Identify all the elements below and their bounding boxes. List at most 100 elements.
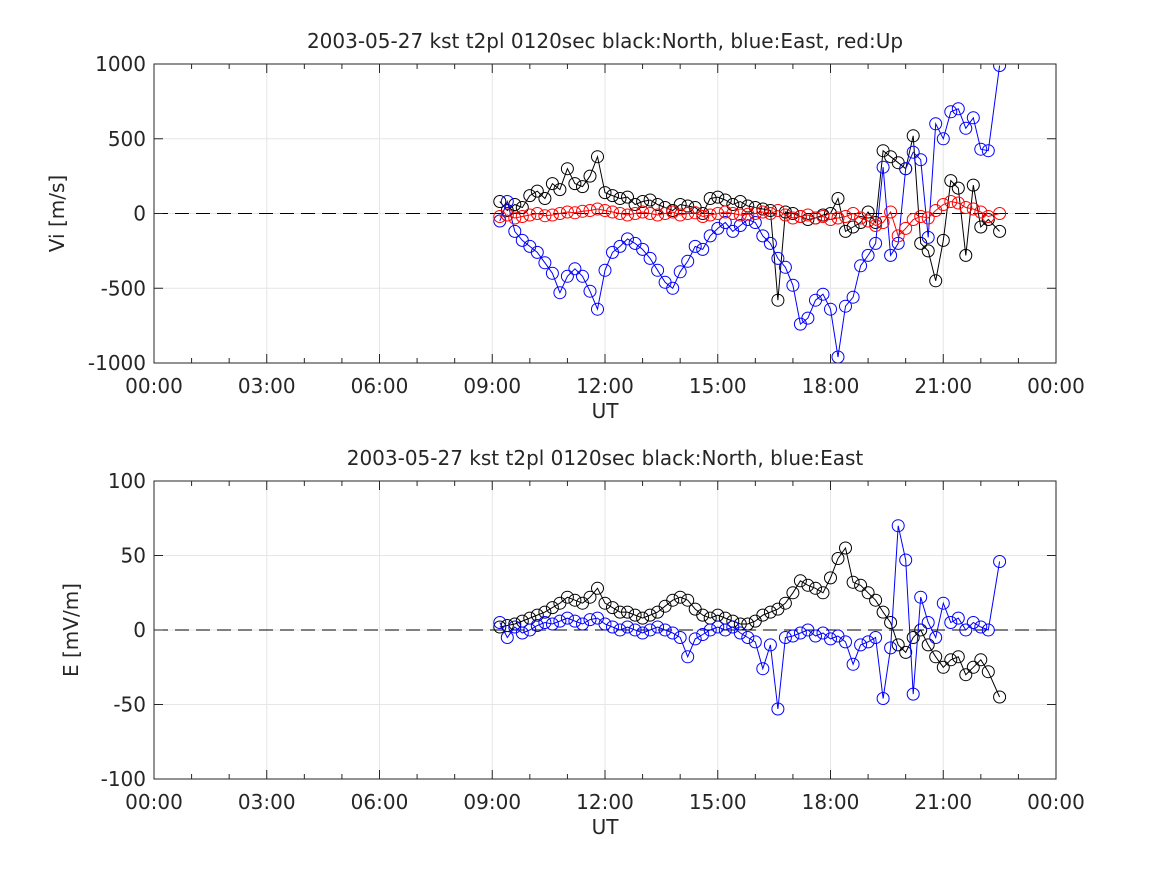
series-line-north xyxy=(499,546,1001,698)
data-point xyxy=(921,244,935,258)
data-point xyxy=(508,211,522,225)
data-point xyxy=(944,616,958,629)
data-point xyxy=(688,206,702,220)
data-point xyxy=(493,620,507,634)
data-point xyxy=(861,214,875,228)
data-point xyxy=(651,620,665,634)
data-point xyxy=(944,653,958,667)
data-point xyxy=(515,210,529,223)
data-point xyxy=(981,665,995,679)
data-point xyxy=(771,293,785,307)
data-point xyxy=(929,631,943,644)
data-point xyxy=(613,605,627,619)
data-point xyxy=(606,601,619,615)
series-east xyxy=(493,519,1007,716)
data-point xyxy=(846,575,860,589)
data-point xyxy=(568,206,582,220)
data-point xyxy=(993,555,1007,568)
data-point xyxy=(914,590,928,604)
data-point xyxy=(673,590,687,604)
top-panel-vi: 00:00 03:00 06:00 09:00 12:00 15:00 18:00 21:00… xyxy=(45,29,1085,423)
data-point xyxy=(673,265,687,279)
data-point xyxy=(899,162,913,176)
data-point xyxy=(944,195,958,208)
data-point xyxy=(538,605,552,619)
data-point xyxy=(824,213,837,226)
data-point xyxy=(854,578,868,592)
data-point xyxy=(876,216,890,229)
x-axis-label: UT xyxy=(592,399,620,423)
data-point xyxy=(583,169,597,183)
data-point xyxy=(718,623,732,637)
data-point xyxy=(673,631,687,644)
data-point xyxy=(786,207,800,220)
data-point xyxy=(756,202,770,216)
data-point xyxy=(951,650,965,664)
data-point xyxy=(681,650,695,664)
data-point xyxy=(560,611,574,625)
data-point xyxy=(703,229,717,243)
y-tick-label: -1000 xyxy=(88,351,146,375)
data-point xyxy=(816,586,830,600)
y-tick-label: 0 xyxy=(133,618,146,642)
data-point xyxy=(576,269,589,283)
data-point xyxy=(560,205,574,219)
data-point xyxy=(869,216,883,229)
data-point xyxy=(801,208,815,222)
data-point xyxy=(899,645,913,659)
data-point xyxy=(974,142,988,156)
data-point xyxy=(523,623,537,637)
data-point xyxy=(591,581,604,595)
x-tick-label: 18:00 xyxy=(802,790,860,814)
data-point xyxy=(801,213,815,226)
data-point xyxy=(560,269,574,283)
chart-title: 2003-05-27 kst t2pl 0120sec black:North,… xyxy=(347,446,864,470)
data-point xyxy=(530,619,544,632)
data-point xyxy=(884,616,898,629)
data-point xyxy=(869,236,883,250)
series-layer xyxy=(493,519,1007,716)
data-point xyxy=(621,620,634,634)
data-point xyxy=(899,221,913,235)
data-point xyxy=(778,208,792,222)
data-point xyxy=(726,207,740,220)
data-point xyxy=(906,145,920,159)
data-point xyxy=(801,311,815,325)
data-point xyxy=(560,590,574,604)
data-point xyxy=(936,660,950,674)
data-point xyxy=(741,631,755,644)
data-point xyxy=(993,207,1007,220)
data-point xyxy=(756,205,770,219)
data-point xyxy=(839,299,852,313)
data-point xyxy=(936,596,950,610)
data-point xyxy=(763,605,777,619)
data-point xyxy=(658,623,672,637)
data-point xyxy=(974,220,988,234)
data-point xyxy=(606,205,619,219)
data-point xyxy=(936,233,950,247)
data-point xyxy=(876,692,890,705)
data-point xyxy=(538,616,552,629)
data-point xyxy=(613,207,627,220)
data-point xyxy=(523,208,537,222)
data-point xyxy=(500,195,514,208)
data-point xyxy=(974,620,988,634)
data-point xyxy=(846,207,860,220)
data-point xyxy=(884,205,898,219)
data-point xyxy=(921,638,935,652)
data-point xyxy=(643,623,657,637)
data-point xyxy=(696,608,710,622)
data-point xyxy=(651,208,665,222)
data-point xyxy=(576,617,589,631)
data-point xyxy=(959,248,973,262)
data-point xyxy=(696,628,710,641)
data-point xyxy=(846,220,860,234)
data-point xyxy=(591,150,604,164)
data-point xyxy=(793,210,807,223)
data-point xyxy=(824,571,837,585)
data-point xyxy=(606,620,619,634)
data-point xyxy=(666,626,680,640)
data-point xyxy=(748,207,762,220)
data-point xyxy=(545,208,559,222)
